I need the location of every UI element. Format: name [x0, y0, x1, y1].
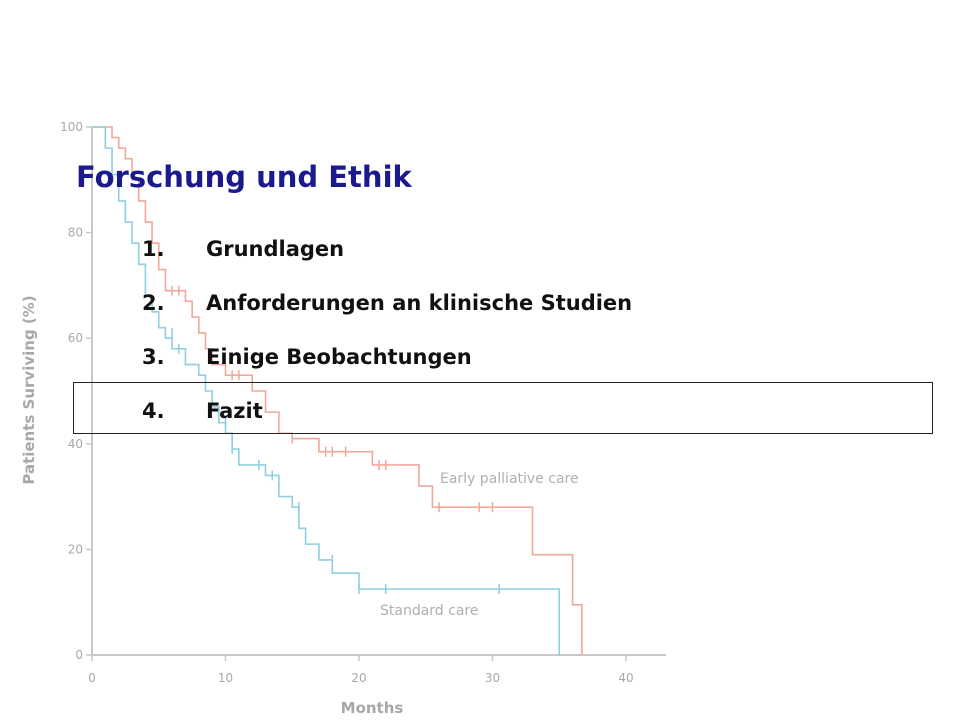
- series-label-early-palliative-care: Early palliative care: [440, 471, 579, 487]
- series-line-early-palliative-care: [92, 126, 583, 655]
- y-tick-label: 100: [60, 120, 83, 134]
- agenda-highlight-box: [73, 382, 933, 434]
- y-tick-label: 0: [75, 648, 83, 662]
- series-label-standard-care: Standard care: [380, 603, 478, 619]
- x-tick-label: 30: [485, 671, 500, 685]
- x-tick-label: 20: [351, 671, 366, 685]
- y-tick-label: 60: [68, 331, 83, 345]
- x-tick-label: 0: [88, 671, 96, 685]
- slide-title: Forschung und Ethik: [76, 160, 412, 194]
- y-tick-label: 80: [68, 226, 83, 240]
- x-tick-label: 40: [618, 671, 633, 685]
- y-axis-title: Patients Surviving (%): [20, 295, 38, 484]
- chart-axes: 0 20 40 60 80 100 0 10 20 30 40: [60, 120, 666, 685]
- x-axis-title: Months: [341, 699, 404, 717]
- chart-series: [92, 126, 583, 655]
- y-tick-label: 40: [68, 437, 83, 451]
- y-tick-label: 20: [68, 542, 83, 556]
- x-tick-label: 10: [218, 671, 233, 685]
- series-line-standard-care: [92, 126, 561, 655]
